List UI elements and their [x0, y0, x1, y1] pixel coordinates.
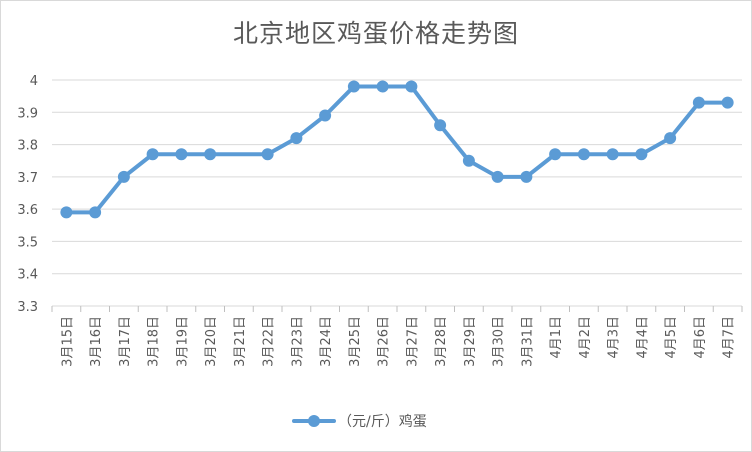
x-tick-label: 3月23日 [290, 316, 305, 367]
data-point [347, 80, 360, 93]
x-tick-label: 4月1日 [549, 316, 564, 359]
data-point [635, 148, 648, 161]
x-tick-label: 3月27日 [405, 316, 420, 367]
data-point [175, 148, 188, 161]
x-tick-label: 4月7日 [722, 316, 737, 359]
data-point [319, 109, 332, 122]
y-tick-label: 3.5 [17, 235, 38, 250]
data-point [117, 170, 130, 183]
y-tick-label: 3.4 [17, 268, 38, 283]
data-point [376, 80, 389, 93]
x-tick-label: 3月15日 [60, 316, 75, 367]
data-point [405, 80, 418, 93]
legend-label: （元/斤）鸡蛋 [338, 413, 427, 430]
x-tick-label: 3月30日 [492, 316, 507, 367]
y-tick-label: 3.7 [17, 171, 38, 186]
data-point [606, 148, 619, 161]
x-tick-label: 3月19日 [175, 316, 190, 367]
x-tick-label: 3月26日 [377, 316, 392, 367]
data-point [146, 148, 159, 161]
x-tick-label: 3月25日 [348, 316, 363, 367]
x-tick-label: 4月5日 [664, 316, 679, 359]
series-line [64, 84, 730, 215]
data-point [290, 132, 303, 145]
x-tick-label: 3月18日 [147, 316, 162, 367]
data-point [491, 170, 504, 183]
y-tick-label: 3.8 [17, 139, 38, 154]
data-point [204, 148, 217, 161]
x-tick-label: 3月24日 [319, 316, 334, 367]
x-tick-label: 3月28日 [434, 316, 449, 367]
x-tick-label: 3月20日 [204, 316, 219, 367]
x-tick-label: 3月16日 [89, 316, 104, 367]
y-tick-label: 3.6 [17, 203, 38, 218]
x-tick-label: 3月17日 [118, 316, 133, 367]
y-tick-label: 3.9 [17, 106, 38, 121]
y-tick-label: 4 [30, 74, 38, 89]
data-point [520, 170, 533, 183]
x-tick-label: 4月3日 [607, 316, 622, 359]
x-tick-label: 4月6日 [693, 316, 708, 359]
x-tick-label: 4月4日 [635, 316, 650, 359]
x-tick-label: 4月2日 [578, 316, 593, 359]
data-point [664, 132, 677, 145]
data-point [462, 154, 475, 167]
data-point [60, 206, 73, 219]
y-tick-label: 3.3 [17, 300, 38, 315]
data-point [261, 148, 274, 161]
chart-title: 北京地区鸡蛋价格走势图 [232, 19, 519, 48]
data-point [721, 96, 734, 109]
x-tick-label: 3月31日 [520, 316, 535, 367]
data-point [692, 96, 705, 109]
data-point [549, 148, 562, 161]
data-point [577, 148, 590, 161]
data-point [434, 119, 447, 132]
x-tick-label: 3月21日 [233, 316, 248, 367]
legend-marker [308, 415, 320, 427]
x-tick-label: 3月22日 [262, 316, 277, 367]
data-point [89, 206, 102, 219]
x-tick-label: 3月29日 [463, 316, 478, 367]
